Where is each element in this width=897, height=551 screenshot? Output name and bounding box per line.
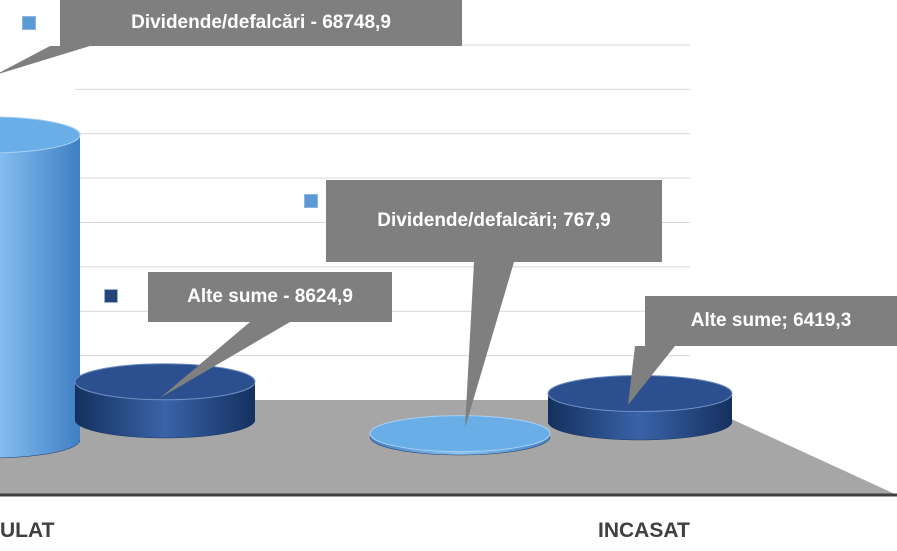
legend-marker — [22, 16, 36, 30]
callout-pointer — [0, 46, 90, 74]
legend-marker — [104, 289, 118, 303]
cylinder-top — [0, 116, 81, 154]
data-label: Dividende/defalcări; 767,9 — [326, 180, 662, 262]
callout-pointer — [628, 346, 675, 405]
cylinder-top — [369, 415, 551, 453]
x-tick-label: INCASAT — [598, 519, 690, 542]
data-label: Dividende/defalcări - 68748,9 — [60, 0, 462, 46]
callout-pointer — [465, 262, 514, 428]
cylinder-top — [74, 363, 256, 401]
callout-pointer — [160, 322, 290, 398]
legend-marker — [304, 194, 318, 208]
cylinder-body — [0, 134, 80, 440]
x-tick-label: ULAT — [0, 519, 55, 542]
data-label: Alte sume; 6419,3 — [645, 296, 897, 346]
data-label: Alte sume - 8624,9 — [148, 272, 392, 322]
